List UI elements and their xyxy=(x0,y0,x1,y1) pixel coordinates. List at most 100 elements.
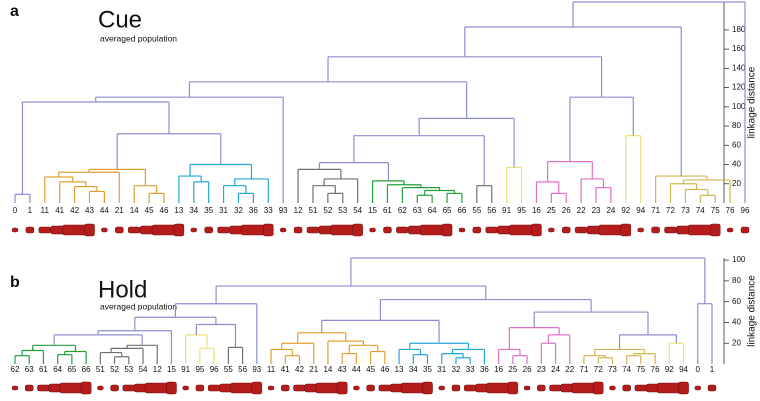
object-icon xyxy=(401,382,426,394)
panel-subtitle: averaged population xyxy=(100,33,177,43)
leaf-label: 45 xyxy=(145,206,154,215)
leaf-label: 73 xyxy=(608,365,617,374)
object-icon xyxy=(38,226,52,234)
object-icon xyxy=(438,385,445,391)
object-icon xyxy=(369,227,376,233)
leaf-label: 21 xyxy=(115,206,124,215)
leaf-label: 95 xyxy=(517,206,526,215)
object-icon xyxy=(151,224,177,236)
object-icon xyxy=(549,384,562,392)
leaf-label: 41 xyxy=(55,206,64,215)
object-icon xyxy=(678,381,689,395)
leaf-label: 25 xyxy=(508,365,517,374)
object-icon xyxy=(523,385,531,391)
object-icon xyxy=(230,382,255,394)
object-icon xyxy=(37,384,50,392)
leaf-label: 31 xyxy=(219,206,228,215)
object-icon xyxy=(62,224,87,236)
leaf-label: 35 xyxy=(204,206,213,215)
leaf-label: 52 xyxy=(323,206,332,215)
y-tick-label: 180 xyxy=(732,25,746,34)
object-icon xyxy=(378,384,392,392)
y-tick-label: 80 xyxy=(732,276,741,285)
object-icon xyxy=(204,226,213,234)
object-icon xyxy=(101,227,108,233)
y-tick-label: 60 xyxy=(732,297,741,306)
object-icon xyxy=(561,226,571,234)
object-icon xyxy=(609,385,616,391)
object-icon xyxy=(24,384,34,392)
panel-title: Hold xyxy=(98,276,147,303)
object-icon xyxy=(509,224,534,236)
leaf-label: 95 xyxy=(195,365,204,374)
leaf-label: 22 xyxy=(577,206,586,215)
object-icon xyxy=(336,381,348,395)
leaf-label: 51 xyxy=(309,206,318,215)
object-icon xyxy=(217,226,230,234)
leaf-label: 46 xyxy=(380,365,389,374)
leaf-label: 32 xyxy=(234,206,243,215)
leaf-label: 24 xyxy=(606,206,615,215)
leaf-label: 93 xyxy=(279,206,288,215)
leaf-label: 31 xyxy=(437,365,446,374)
object-icon xyxy=(110,384,119,392)
object-icon xyxy=(571,382,597,394)
leaf-label: 72 xyxy=(594,365,603,374)
object-icon xyxy=(531,223,542,237)
object-icon xyxy=(190,227,198,233)
object-icon xyxy=(472,226,482,234)
object-icon xyxy=(657,382,682,394)
y-axis-label: linkage distance xyxy=(747,66,758,138)
object-icon xyxy=(458,227,466,233)
object-icon xyxy=(11,385,19,391)
leaf-label: 55 xyxy=(472,206,481,215)
leaf-label: 65 xyxy=(67,365,76,374)
object-icon xyxy=(293,226,303,234)
object-icon xyxy=(182,385,189,391)
y-tick-label: 60 xyxy=(732,140,741,149)
leaf-label: 35 xyxy=(423,365,432,374)
leaf-label: 94 xyxy=(679,365,688,374)
object-icon xyxy=(592,381,604,395)
object-icon xyxy=(709,223,721,237)
object-icon xyxy=(122,384,136,392)
leaf-label: 71 xyxy=(651,206,660,215)
leaf-label: 22 xyxy=(565,365,574,374)
leaf-label: 34 xyxy=(189,206,198,215)
leaf-label: 11 xyxy=(41,206,50,215)
leaf-label: 41 xyxy=(281,365,290,374)
y-tick-label: 80 xyxy=(732,121,741,130)
leaf-label: 14 xyxy=(130,206,139,215)
leaf-label: 75 xyxy=(636,365,645,374)
object-icon xyxy=(115,226,124,234)
leaf-label: 51 xyxy=(96,365,105,374)
leaf-label: 74 xyxy=(622,365,631,374)
leaf-label: 1 xyxy=(710,365,715,374)
leaf-label: 43 xyxy=(85,206,94,215)
leaf-label: 36 xyxy=(480,365,489,374)
object-icon xyxy=(620,223,632,237)
object-icon xyxy=(622,384,631,392)
leaf-label: 52 xyxy=(110,365,119,374)
leaf-label: 63 xyxy=(25,365,34,374)
leaf-label: 0 xyxy=(13,206,18,215)
leaf-label: 36 xyxy=(249,206,258,215)
object-icon xyxy=(537,384,546,392)
leaf-label: 55 xyxy=(224,365,233,374)
leaf-label: 63 xyxy=(413,206,422,215)
object-icon xyxy=(25,226,35,234)
y-tick-label: 100 xyxy=(732,102,746,111)
leaf-label: 76 xyxy=(651,365,660,374)
object-icon xyxy=(173,223,185,237)
leaf-label: 46 xyxy=(160,206,169,215)
leaf-label: 0 xyxy=(696,365,701,374)
y-tick-label: 160 xyxy=(732,44,746,53)
leaf-label: 71 xyxy=(580,365,589,374)
leaf-label: 65 xyxy=(443,206,452,215)
leaf-label: 45 xyxy=(366,365,375,374)
object-icon xyxy=(396,226,409,234)
object-icon xyxy=(707,384,717,392)
object-icon xyxy=(651,226,660,234)
leaf-label: 66 xyxy=(82,365,91,374)
